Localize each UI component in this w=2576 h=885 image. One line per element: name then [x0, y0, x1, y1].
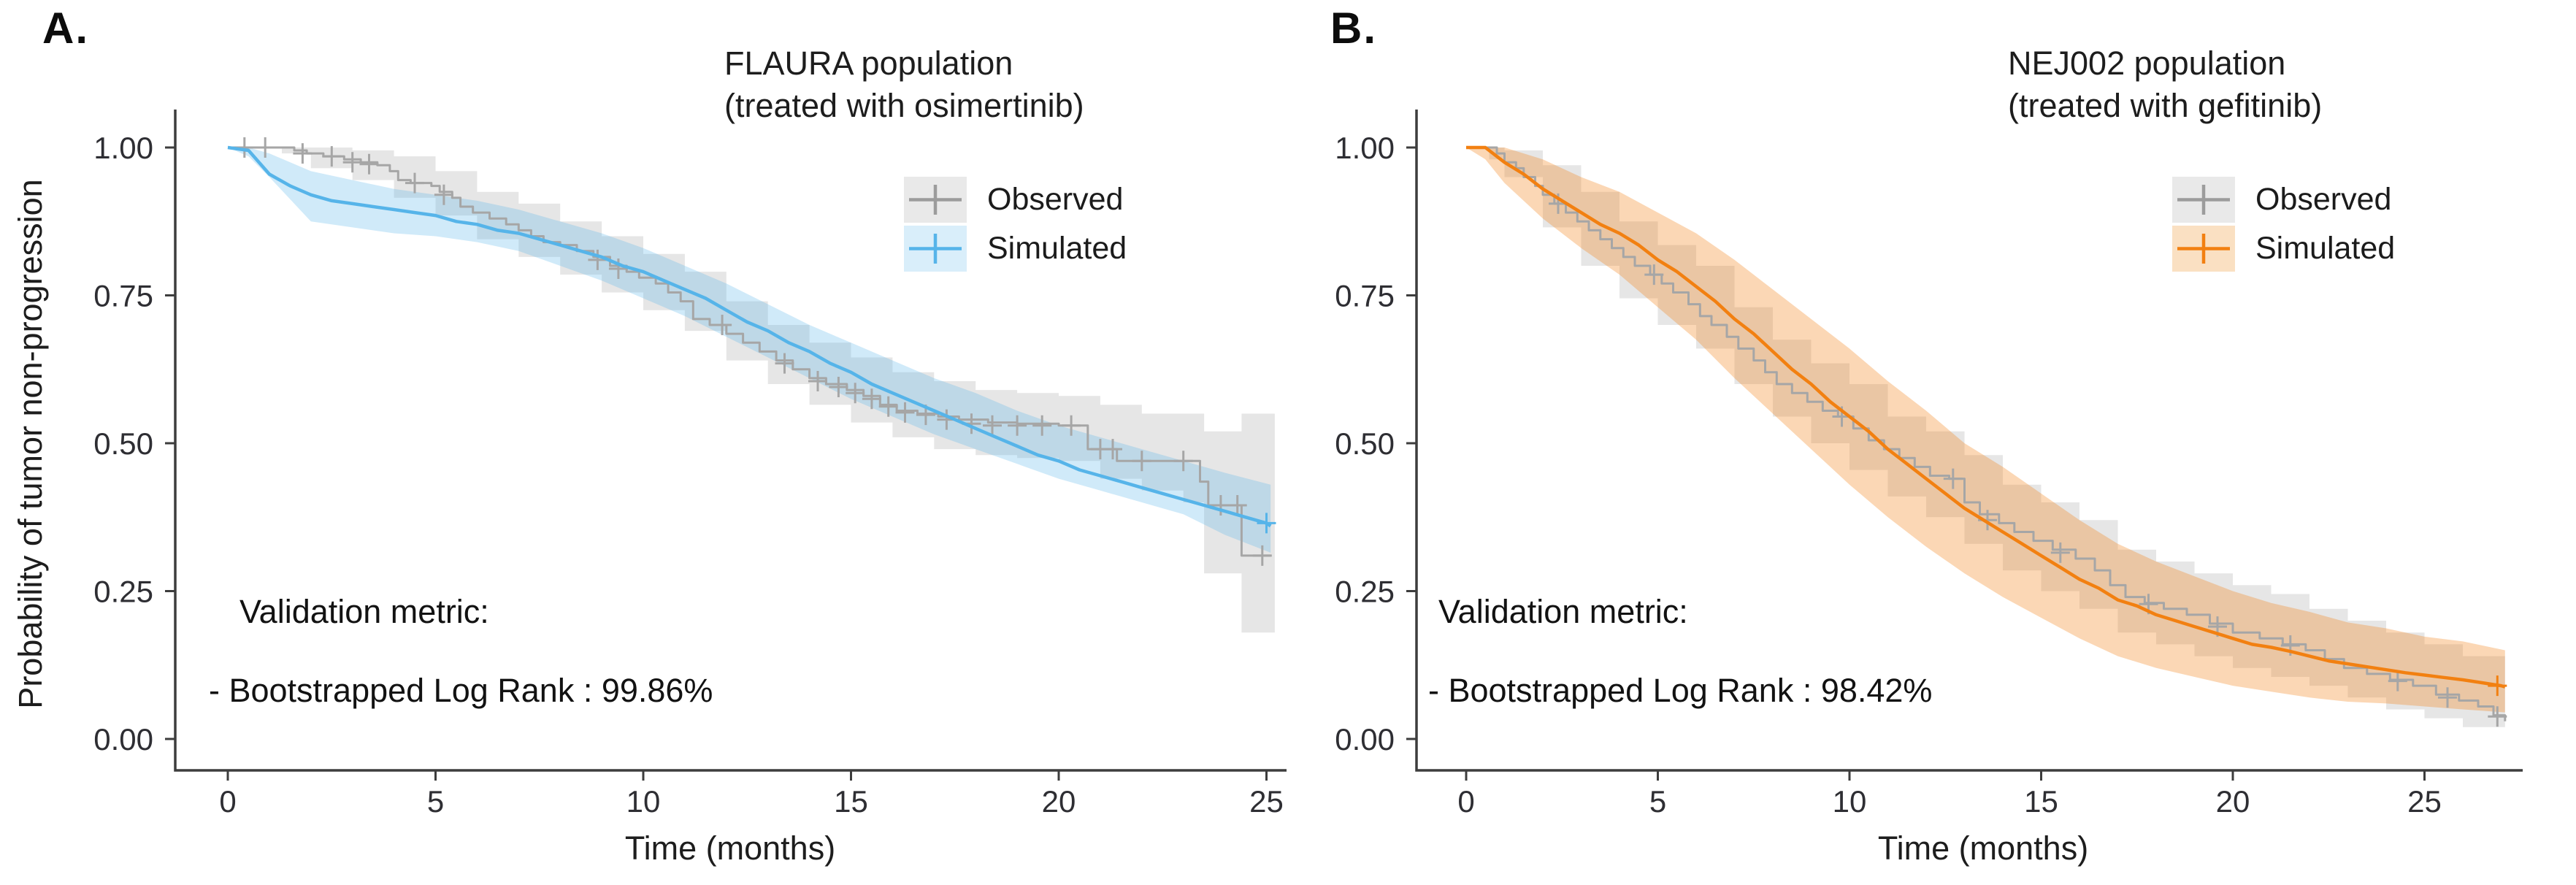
- censor-cross-icon: [2177, 185, 2230, 215]
- simulated-confidence-band: [228, 148, 1271, 553]
- legend-label-simulated: Simulated: [987, 231, 1127, 266]
- axis-line: [174, 110, 1287, 772]
- x-tick-label: 0: [1457, 784, 1474, 819]
- panel-a-letter: A.: [42, 4, 89, 53]
- panel-a: 1.00 0.75 0.50 0.25 0.00 0 5 10 15 20 25 A. FLAURA…: [42, 4, 1287, 867]
- plot-title-line1: FLAURA population: [724, 45, 1013, 82]
- legend-label-simulated: Simulated: [2255, 231, 2396, 266]
- legend-label-observed: Observed: [2255, 182, 2392, 217]
- censor-cross-icon: [909, 234, 962, 264]
- y-tick-label: 1.00: [93, 131, 153, 165]
- legend-key-observed: [904, 177, 967, 223]
- legend: Observed Simulated: [2172, 177, 2395, 275]
- km-plot-flaura: 1.00 0.75 0.50 0.25 0.00 0 5 10 15 20 25: [93, 110, 1287, 819]
- plot-title-line2: (treated with osimertinib): [724, 87, 1084, 124]
- y-tick-label: 0.00: [1335, 722, 1395, 756]
- x-tick-label: 5: [1649, 784, 1666, 819]
- legend-item-observed: Observed: [2172, 177, 2395, 223]
- censor-cross-icon: [2177, 234, 2230, 264]
- panel-b-letter: B.: [1330, 4, 1377, 53]
- validation-metric: - Bootstrapped Log Rank : 98.42%: [1428, 672, 1933, 709]
- simulated-censor-marks: [1257, 513, 1276, 534]
- y-tick-label: 0.75: [1335, 279, 1395, 313]
- km-plot-nej002: 1.00 0.75 0.50 0.25 0.00 0 5 10 15 20 25: [1335, 110, 2523, 819]
- simulated-curve: [1466, 145, 2506, 689]
- validation-metric: - Bootstrapped Log Rank : 99.86%: [209, 672, 713, 709]
- x-tick-label: 10: [626, 784, 661, 819]
- validation-title: Validation metric:: [239, 593, 489, 630]
- panel-b: 1.00 0.75 0.50 0.25 0.00 0 5 10 15 20 25 B. NEJ002…: [1288, 0, 2576, 885]
- legend-key-simulated: [904, 226, 967, 272]
- y-tick-label: 0.00: [93, 722, 153, 756]
- y-tick-label: 0.50: [93, 426, 153, 461]
- x-tick-label: 10: [1833, 784, 1867, 819]
- simulated-confidence-band: [1466, 148, 2505, 713]
- x-tick-label: 5: [427, 784, 444, 819]
- x-axis-title: Time (months): [1877, 830, 2089, 867]
- simulated-curve: [227, 145, 1272, 528]
- legend-item-simulated: Simulated: [904, 226, 1127, 272]
- plot-title-nej002: NEJ002 population (treated with gefitini…: [2008, 42, 2322, 127]
- axis-line: [1415, 110, 2523, 772]
- y-tick-label: 0.25: [1335, 575, 1395, 609]
- x-axis-title: Time (months): [624, 830, 836, 867]
- legend-label-observed: Observed: [987, 182, 1124, 217]
- x-tick-label: 25: [1249, 784, 1284, 819]
- validation-title: Validation metric:: [1438, 593, 1688, 630]
- legend: Observed Simulated: [904, 177, 1127, 275]
- y-tick-label: 0.50: [1335, 426, 1395, 461]
- y-tick-label: 0.25: [93, 575, 153, 609]
- simulated-censor-marks: [2488, 675, 2507, 697]
- x-tick-label: 20: [2216, 784, 2250, 819]
- x-tick-label: 25: [2407, 784, 2442, 819]
- x-tick-label: 20: [1042, 784, 1076, 819]
- x-tick-label: 15: [2024, 784, 2058, 819]
- observed-censor-marks: [1549, 193, 2507, 727]
- censor-cross-icon: [909, 185, 962, 215]
- x-tick-label: 0: [219, 784, 236, 819]
- legend-item-simulated: Simulated: [2172, 226, 2395, 272]
- legend-key-observed: [2172, 177, 2235, 223]
- x-tick-label: 15: [834, 784, 868, 819]
- observed-confidence-band: [1466, 148, 2505, 736]
- observed-curve: [228, 146, 1271, 557]
- plot-title-line2: (treated with gefitinib): [2008, 87, 2323, 124]
- legend-item-observed: Observed: [904, 177, 1127, 223]
- y-tick-label: 1.00: [1335, 131, 1395, 165]
- plot-title-flaura: FLAURA population (treated with osimerti…: [724, 42, 1084, 127]
- legend-key-simulated: [2172, 226, 2235, 272]
- plot-title-line1: NEJ002 population: [2008, 45, 2286, 82]
- y-tick-label: 0.75: [93, 279, 153, 313]
- observed-censor-marks: [234, 137, 1272, 566]
